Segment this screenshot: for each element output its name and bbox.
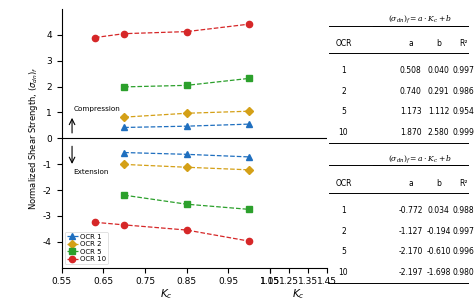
Text: $(\sigma_{dn})_f = a \cdot K_c + b$: $(\sigma_{dn})_f = a \cdot K_c + b$ <box>388 153 453 165</box>
Text: 2: 2 <box>341 226 346 236</box>
Text: 0.997: 0.997 <box>453 66 474 75</box>
Text: 1: 1 <box>341 206 346 215</box>
Text: 1.112: 1.112 <box>428 107 449 116</box>
Text: 1.173: 1.173 <box>400 107 421 116</box>
Text: Compression: Compression <box>73 106 120 112</box>
Text: 0.034: 0.034 <box>428 206 449 215</box>
Text: 5: 5 <box>341 247 346 256</box>
Y-axis label: Normalized Shear Strength, $(σ_{dn})_f$: Normalized Shear Strength, $(σ_{dn})_f$ <box>27 67 40 210</box>
Text: 1: 1 <box>341 66 346 75</box>
Legend: OCR 1, OCR 2, OCR 5, OCR 10: OCR 1, OCR 2, OCR 5, OCR 10 <box>65 232 108 264</box>
Text: a: a <box>408 179 413 188</box>
Text: 0.954: 0.954 <box>453 107 474 116</box>
Text: 0.040: 0.040 <box>428 66 449 75</box>
Text: -1.698: -1.698 <box>426 268 451 277</box>
Text: 10: 10 <box>338 128 348 137</box>
Text: 2.580: 2.580 <box>428 128 449 137</box>
Text: 2: 2 <box>341 87 346 96</box>
Text: -1.127: -1.127 <box>399 226 423 236</box>
Text: -2.197: -2.197 <box>398 268 423 277</box>
Text: 0.999: 0.999 <box>453 128 474 137</box>
Text: $(\sigma_{dn})_f = a \cdot K_c + b$: $(\sigma_{dn})_f = a \cdot K_c + b$ <box>388 13 453 25</box>
Text: R²: R² <box>459 179 468 188</box>
Text: a: a <box>408 39 413 48</box>
Text: 0.740: 0.740 <box>400 87 421 96</box>
Text: -2.170: -2.170 <box>398 247 423 256</box>
Text: b: b <box>436 179 441 188</box>
Text: 0.988: 0.988 <box>453 206 474 215</box>
Text: Extension: Extension <box>73 169 109 175</box>
Text: 10: 10 <box>338 268 348 277</box>
Text: 0.508: 0.508 <box>400 66 421 75</box>
X-axis label: $K_c$: $K_c$ <box>292 288 305 302</box>
Text: 0.996: 0.996 <box>453 247 474 256</box>
Text: 0.980: 0.980 <box>453 268 474 277</box>
Text: 1.870: 1.870 <box>400 128 421 137</box>
Text: 0.997: 0.997 <box>453 226 474 236</box>
Text: 0.291: 0.291 <box>428 87 449 96</box>
Text: -0.772: -0.772 <box>398 206 423 215</box>
Text: OCR: OCR <box>335 39 352 48</box>
Text: R²: R² <box>459 39 468 48</box>
Text: -0.610: -0.610 <box>426 247 451 256</box>
Text: 0.986: 0.986 <box>453 87 474 96</box>
X-axis label: $K_c$: $K_c$ <box>160 288 172 302</box>
Text: 5: 5 <box>341 107 346 116</box>
Text: b: b <box>436 39 441 48</box>
Text: OCR: OCR <box>335 179 352 188</box>
Text: -0.194: -0.194 <box>426 226 451 236</box>
